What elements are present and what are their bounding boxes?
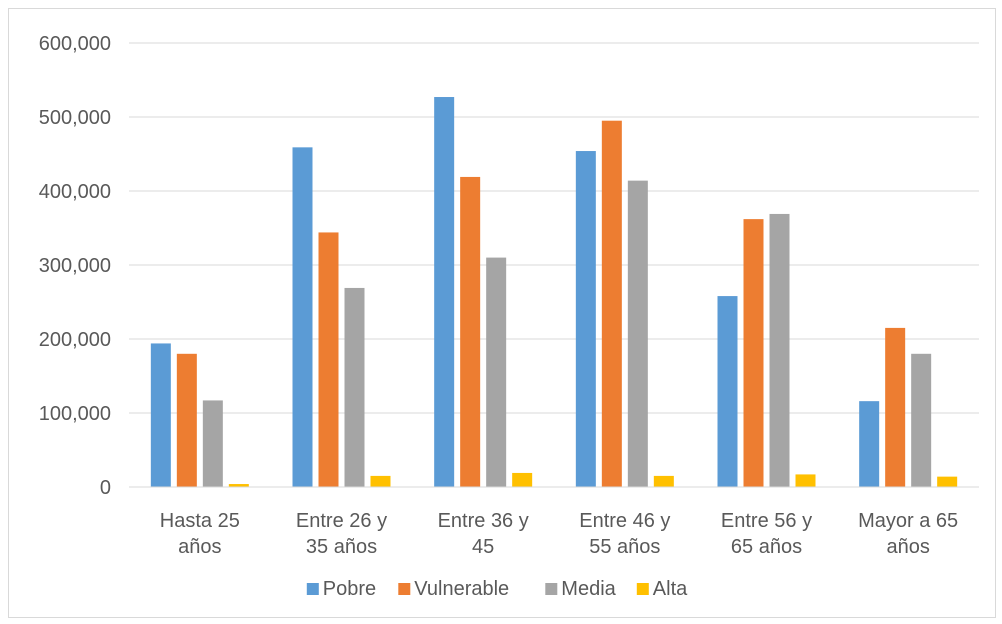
bar-pobre <box>150 343 171 487</box>
x-tick-label: 55 años <box>589 536 660 558</box>
bar-alta <box>795 474 816 487</box>
y-tick-label: 100,000 <box>39 403 111 425</box>
y-tick-label: 400,000 <box>39 181 111 203</box>
legend-swatch-pobre <box>306 583 319 595</box>
y-tick-label: 500,000 <box>39 107 111 129</box>
bar-media <box>911 353 932 487</box>
x-tick-label: Entre 46 y <box>579 510 670 532</box>
bar-vulnerable <box>601 120 622 487</box>
legend-label-alta: Alta <box>653 578 688 600</box>
x-tick-label: Mayor a 65 <box>858 510 958 532</box>
bar-alta <box>653 475 674 487</box>
bar-media <box>486 257 507 487</box>
bar-pobre <box>859 401 880 487</box>
y-tick-label: 0 <box>100 477 111 499</box>
x-tick-label: Entre 26 y <box>296 510 387 532</box>
bar-pobre <box>292 147 313 487</box>
chart-frame: 0 100,000 200,000 300,000 400,000 500,000 600,… <box>8 8 996 618</box>
legend-swatch-vulnerable <box>398 583 411 595</box>
x-tick-label: Hasta 25 <box>160 510 240 532</box>
gridlines <box>129 42 979 488</box>
bar-alta <box>937 476 958 487</box>
bars <box>150 97 958 488</box>
legend-swatch-alta <box>636 583 649 595</box>
bar-vulnerable <box>460 176 481 487</box>
x-tick-label: años <box>178 536 221 558</box>
bar-alta <box>370 475 391 487</box>
bar-alta <box>512 472 533 487</box>
bar-vulnerable <box>743 219 764 487</box>
bar-media <box>344 287 365 487</box>
bar-vulnerable <box>318 232 339 487</box>
axes: 0 100,000 200,000 300,000 400,000 500,000 600,… <box>39 33 979 558</box>
bar-media <box>769 213 790 487</box>
x-tick-label: 45 <box>472 536 494 558</box>
legend-label-vulnerable: Vulnerable <box>414 578 509 600</box>
bar-pobre <box>717 296 738 487</box>
bar-pobre <box>575 151 596 488</box>
bar-vulnerable <box>176 353 197 487</box>
x-tick-label: Entre 56 y <box>721 510 812 532</box>
legend-label-media: Media <box>561 578 616 600</box>
bar-media <box>202 400 223 487</box>
x-tick-label: 35 años <box>306 536 377 558</box>
legend: Pobre Vulnerable Media Alta <box>306 578 688 600</box>
y-tick-label: 600,000 <box>39 33 111 55</box>
x-tick-label: 65 años <box>731 536 802 558</box>
y-tick-label: 200,000 <box>39 329 111 351</box>
bar-vulnerable <box>885 327 906 487</box>
x-tick-label: años <box>886 536 929 558</box>
bar-pobre <box>434 97 455 488</box>
bar-media <box>627 180 648 487</box>
x-tick-label: Entre 36 y <box>438 510 529 532</box>
bar-chart: 0 100,000 200,000 300,000 400,000 500,000 600,… <box>39 33 979 600</box>
legend-label-pobre: Pobre <box>323 578 376 600</box>
y-tick-label: 300,000 <box>39 255 111 277</box>
bar-alta <box>228 484 249 487</box>
legend-swatch-media <box>545 583 558 595</box>
